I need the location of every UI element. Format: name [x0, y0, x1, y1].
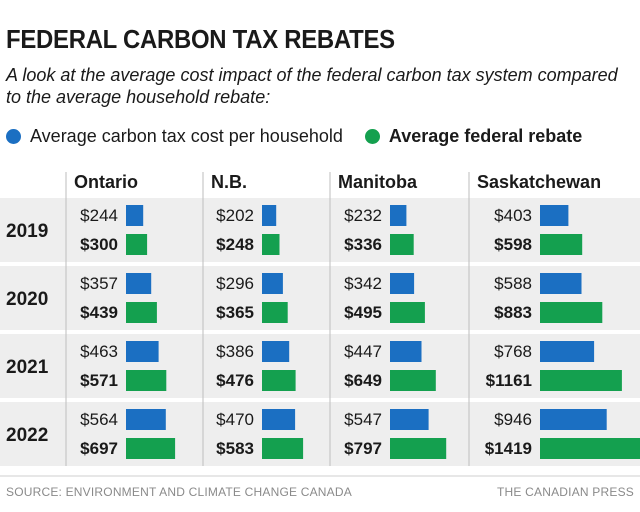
cost-value-label: $588: [494, 274, 532, 293]
rebate-bar: [390, 234, 414, 255]
rebate-value-label: $1161: [486, 371, 532, 390]
province-header: N.B.: [211, 172, 247, 192]
cost-value-label: $202: [216, 206, 254, 225]
cost-value-label: $342: [344, 274, 382, 293]
cost-bar: [262, 409, 296, 430]
cost-bar: [126, 409, 166, 430]
chart-title: FEDERAL CARBON TAX REBATES: [6, 24, 395, 54]
rebate-bar: [540, 438, 640, 459]
rebate-bar: [540, 234, 583, 255]
province-header: Saskatchewan: [477, 172, 601, 192]
cost-bar: [126, 205, 144, 226]
legend-rebate-swatch: [364, 128, 380, 144]
source-note: SOURCE: ENVIRONMENT AND CLIMATE CHANGE C…: [6, 485, 352, 499]
rebate-bar: [390, 438, 447, 459]
rebate-value-label: $476: [216, 371, 254, 390]
rebate-bar: [126, 302, 157, 323]
rebate-value-label: $439: [80, 303, 118, 322]
cost-value-label: $386: [216, 342, 254, 361]
year-label: 2020: [6, 289, 48, 310]
cost-bar: [126, 341, 159, 362]
rebate-value-label: $365: [216, 303, 254, 322]
cost-value-label: $547: [344, 410, 382, 429]
rebate-value-label: $883: [494, 303, 532, 322]
rebate-value-label: $571: [80, 371, 118, 390]
row-band: [0, 266, 640, 330]
rebate-bar: [390, 370, 436, 391]
row-band: [0, 334, 640, 398]
rebate-bar: [262, 302, 288, 323]
rebate-bar: [540, 302, 603, 323]
rebate-bar: [126, 438, 176, 459]
cost-bar: [262, 341, 290, 362]
cost-bar: [540, 205, 569, 226]
rebate-value-label: $583: [216, 439, 254, 458]
year-label: 2021: [6, 357, 49, 378]
rebate-bar: [126, 234, 148, 255]
cost-value-label: $768: [494, 342, 532, 361]
rebate-value-label: $300: [80, 235, 118, 254]
rebate-bar: [262, 370, 296, 391]
cost-bar: [540, 409, 607, 430]
cost-value-label: $470: [216, 410, 254, 429]
cost-bar: [390, 341, 422, 362]
cost-value-label: $463: [80, 342, 118, 361]
cost-bar: [262, 273, 283, 294]
cost-value-label: $564: [80, 410, 118, 429]
rebate-bar: [262, 234, 280, 255]
credit-note: THE CANADIAN PRESS: [497, 485, 634, 499]
row-band: [0, 402, 640, 466]
rebate-value-label: $697: [80, 439, 118, 458]
rebate-value-label: $598: [494, 235, 532, 254]
year-label: 2019: [6, 221, 48, 242]
cost-value-label: $946: [494, 410, 532, 429]
chart-grid: Ontario N.B. Manitoba Saskatchewan 2019 2020 2…: [0, 172, 640, 477]
rebate-bar: [390, 302, 425, 323]
rebate-bar: [262, 438, 304, 459]
year-label: 2022: [6, 425, 48, 446]
legend: Average carbon tax cost per household Av…: [6, 124, 582, 148]
chart-subtitle: A look at the average cost impact of the…: [6, 65, 618, 107]
cost-bar: [126, 273, 152, 294]
legend-cost-label: Average carbon tax cost per household: [30, 125, 343, 146]
cost-value-label: $232: [344, 206, 382, 225]
rebate-value-label: $797: [344, 439, 382, 458]
cost-value-label: $357: [80, 274, 118, 293]
province-header: Manitoba: [338, 172, 418, 192]
cost-bar: [540, 341, 595, 362]
province-header: Ontario: [74, 172, 138, 192]
rebate-value-label: $495: [344, 303, 382, 322]
cost-value-label: $403: [494, 206, 532, 225]
row-band: [0, 198, 640, 262]
rebate-bar: [126, 370, 167, 391]
rebate-value-label: $336: [344, 235, 382, 254]
rebate-value-label: $1419: [485, 439, 532, 458]
cost-value-label: $447: [344, 342, 382, 361]
cost-bar: [390, 409, 429, 430]
cost-value-label: $296: [216, 274, 254, 293]
cost-bar: [540, 273, 582, 294]
rebate-bar: [540, 370, 622, 391]
rebate-value-label: $248: [216, 235, 254, 254]
cost-value-label: $244: [80, 206, 118, 225]
legend-cost-swatch: [6, 128, 21, 144]
cost-bar: [390, 273, 415, 294]
rebate-value-label: $649: [344, 371, 382, 390]
legend-rebate-label: Average federal rebate: [388, 125, 583, 146]
cost-bar: [390, 205, 407, 226]
cost-bar: [262, 205, 277, 226]
